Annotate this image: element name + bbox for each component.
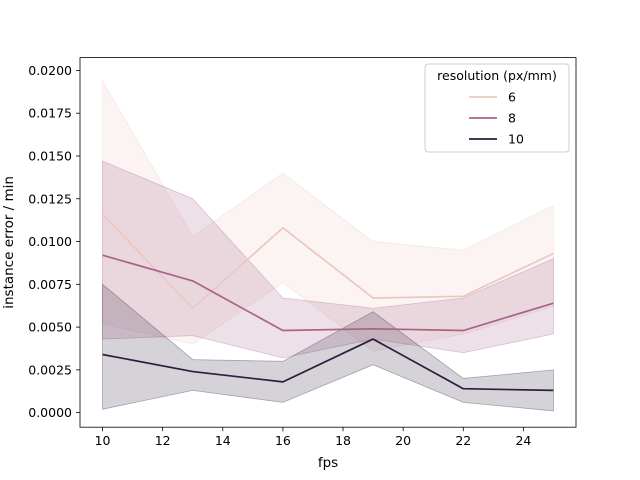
- ci-band-10: [102, 283, 554, 412]
- series-line-10: [102, 338, 554, 392]
- confidence-bands: [102, 79, 554, 412]
- series-line-6: [101, 213, 554, 310]
- y-tick-label: 0.0175: [28, 106, 72, 121]
- x-axis-ticks: 10 12 14 16 18 20 22 24: [95, 427, 531, 448]
- x-tick-label: 10: [95, 433, 111, 448]
- legend-label-10: 10: [508, 132, 524, 147]
- x-tick-label: 22: [455, 433, 471, 448]
- plot-area-frame: [79, 57, 577, 428]
- y-tick-label: 0.0000: [28, 405, 72, 420]
- y-tick-label: 0.0050: [28, 320, 72, 335]
- y-tick-label: 0.0200: [28, 63, 72, 78]
- series-lines: [101, 213, 554, 392]
- legend-label-6: 6: [508, 90, 516, 105]
- y-axis-ticks: 0.0000 0.0025 0.0050 0.0075 0.0100 0.0125 0.01…: [28, 63, 80, 420]
- y-tick-label: 0.0150: [28, 148, 72, 163]
- legend-title: resolution (px/mm): [437, 68, 557, 83]
- x-axis-label: fps: [318, 455, 338, 471]
- series-line-8: [102, 254, 554, 332]
- x-tick-label: 14: [215, 433, 231, 448]
- legend-box: [424, 63, 570, 153]
- y-tick-label: 0.0075: [28, 277, 72, 292]
- y-tick-label: 0.0100: [28, 234, 72, 249]
- y-tick-label: 0.0125: [28, 191, 72, 206]
- x-tick-label: 12: [155, 433, 171, 448]
- ci-band-8: [102, 160, 554, 359]
- x-tick-label: 24: [515, 433, 531, 448]
- ci-band-6: [102, 79, 554, 352]
- x-tick-label: 16: [275, 433, 291, 448]
- legend: resolution (px/mm) 6 8 10: [424, 63, 570, 153]
- y-axis-label: instance error / min: [1, 176, 17, 309]
- legend-items: 6 8 10: [469, 90, 524, 147]
- y-tick-label: 0.0025: [28, 362, 72, 377]
- x-tick-label: 18: [335, 433, 351, 448]
- x-tick-label: 20: [395, 433, 411, 448]
- legend-label-8: 8: [508, 111, 516, 126]
